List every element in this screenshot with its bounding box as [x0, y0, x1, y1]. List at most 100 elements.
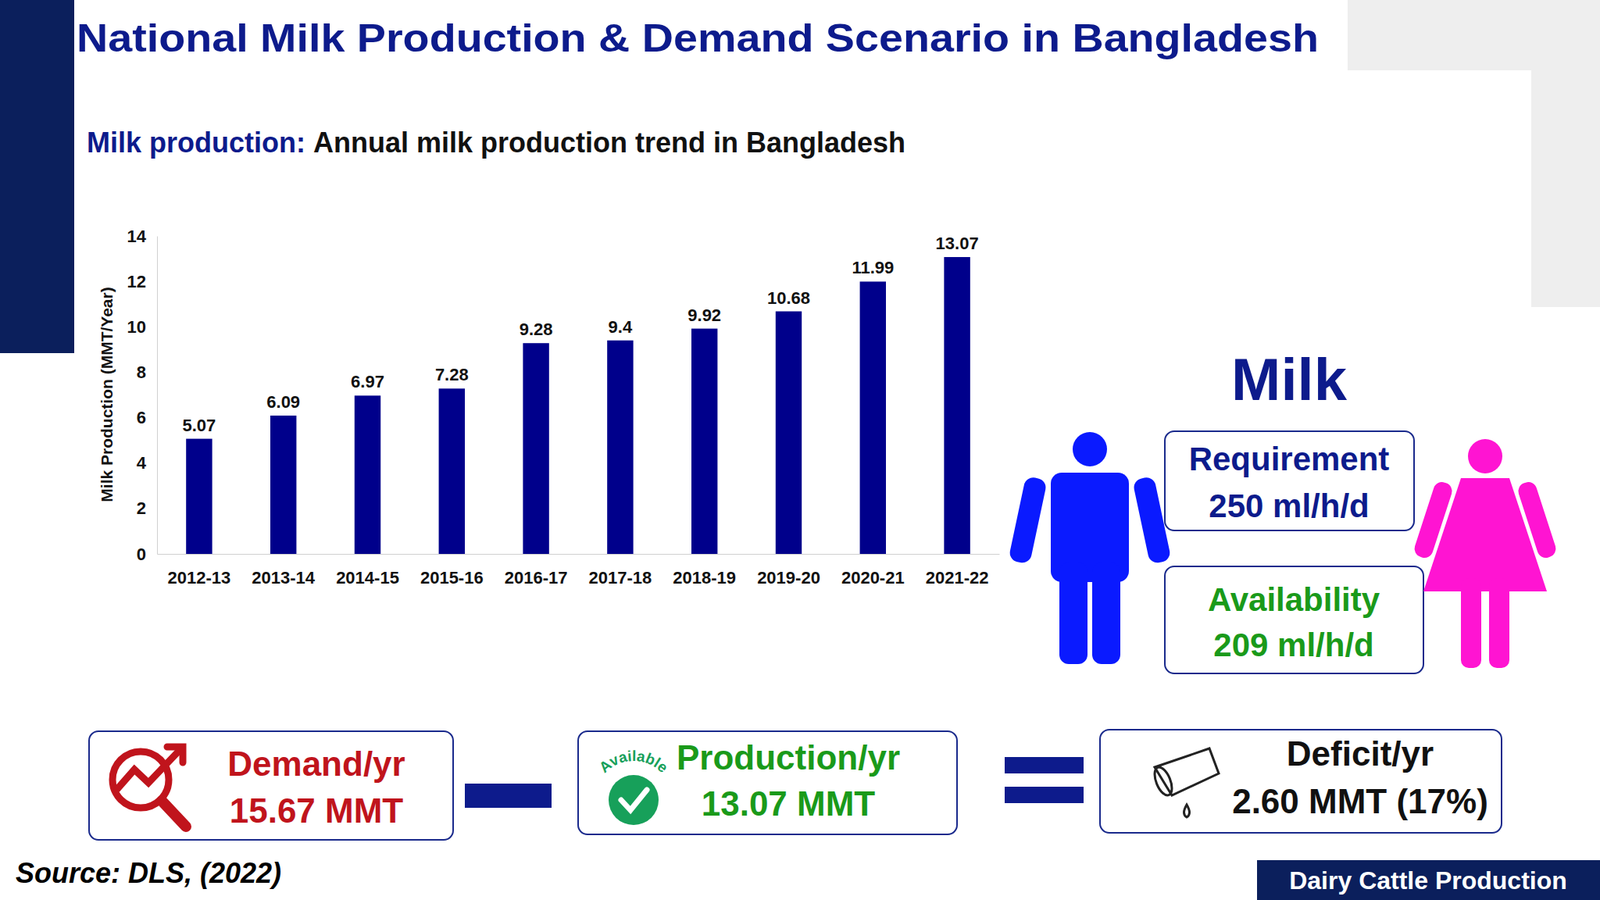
y-tick-label: 4 [136, 453, 147, 473]
y-tick: 2 [136, 498, 158, 518]
x-tick: 2016-17 [504, 567, 568, 588]
data-label: 10.68 [767, 288, 811, 308]
availability-label: Availability [1207, 581, 1381, 618]
deficit-icon [1151, 748, 1219, 818]
y-tick-label: 2 [136, 498, 147, 518]
slide: National Milk Production & Demand Scenar… [0, 0, 1600, 900]
data-labels: 5.07 6.09 6.97 7.28 9.28 9.4 9.92 10.68 11.99 13.… [182, 233, 979, 436]
x-axis: 2012-13 2013-14 2014-15 2015-16 2016-17 2017-… [157, 554, 1000, 588]
demand-icon [112, 746, 186, 827]
demand-value: 15.67 MMT [229, 791, 404, 830]
decor-panel [1347, 0, 1600, 71]
y-tick: 0 [136, 544, 158, 565]
requirement-value: 250 ml/h/d [1208, 487, 1369, 525]
x-axis-line [157, 553, 1000, 555]
production-value: 13.07 MMT [701, 784, 876, 823]
milk-heading: Milk [1231, 346, 1348, 413]
x-tick: 2013-14 [251, 567, 316, 588]
title: National Milk Production & Demand Scenar… [76, 16, 1319, 61]
requirement-label: Requirement [1189, 440, 1390, 478]
data-label: 5.07 [182, 415, 216, 436]
data-label: 6.09 [266, 392, 300, 412]
bars [185, 257, 971, 554]
bar [607, 340, 633, 554]
y-axis-line [157, 236, 158, 555]
bar [522, 342, 549, 554]
x-tick-label: 2013-14 [251, 567, 316, 588]
y-axis-title: Milk Production (MMT/Year) [97, 286, 116, 502]
x-tick: 2014-15 [335, 567, 400, 588]
x-tick-label: 2017-18 [589, 567, 653, 588]
bar [943, 257, 970, 554]
x-tick: 2012-13 [167, 567, 232, 588]
man-icon [1007, 432, 1172, 665]
y-tick-label: 12 [127, 271, 147, 292]
check-badge [608, 775, 659, 825]
bar [354, 395, 381, 554]
y-axis: 0 2 4 6 8 10 12 14 [127, 226, 158, 565]
y-tick-label: 0 [136, 544, 147, 565]
minus-sign [464, 783, 552, 808]
decor-bar [0, 0, 75, 354]
y-tick: 10 [127, 317, 158, 337]
data-label: 13.07 [935, 233, 979, 254]
footer-bar [1257, 860, 1600, 900]
y-tick: 4 [136, 453, 158, 473]
x-tick: 2021-22 [925, 567, 990, 588]
data-label: 9.4 [608, 317, 633, 337]
y-tick-label: 8 [136, 362, 147, 383]
chart-title: Annual milk production trend in Banglade… [313, 126, 906, 159]
x-tick-label: 2012-13 [167, 567, 232, 588]
availability-box [1164, 566, 1424, 674]
production-box [578, 731, 958, 835]
bar [185, 439, 212, 554]
footer: Dairy Cattle Production [1289, 866, 1568, 895]
x-tick-label: 2020-21 [841, 567, 905, 588]
bar [270, 415, 297, 554]
x-tick: 2020-21 [841, 567, 905, 588]
woman-icon [1412, 439, 1559, 668]
y-tick: 8 [136, 362, 158, 383]
x-tick-label: 2016-17 [504, 567, 568, 588]
bar [691, 328, 718, 554]
x-tick-label: 2021-22 [925, 567, 990, 588]
y-tick: 6 [136, 407, 158, 428]
equals-sign [1004, 786, 1084, 804]
background [0, 0, 1600, 900]
y-tick-label: 10 [127, 317, 147, 337]
badge-label: Available [596, 747, 672, 776]
bar [860, 281, 886, 554]
chart-title-label: Milk production: [86, 126, 306, 159]
demand-label: Demand/yr [227, 744, 405, 783]
decor-panel [1531, 68, 1600, 308]
availability-value: 209 ml/h/d [1213, 626, 1374, 664]
bar [439, 388, 465, 554]
production-label: Production/yr [676, 738, 900, 777]
source: Source: DLS, (2022) [15, 857, 282, 890]
y-tick-label: 14 [127, 226, 147, 247]
x-tick-label: 2019-20 [757, 567, 821, 588]
y-tick-label: 6 [136, 407, 147, 428]
deficit-box [1100, 729, 1502, 833]
data-label: 6.97 [350, 371, 385, 392]
deficit-value: 2.60 MMT (17%) [1232, 782, 1489, 821]
x-tick: 2019-20 [757, 567, 821, 588]
x-tick-label: 2014-15 [335, 567, 400, 588]
x-tick: 2017-18 [589, 567, 653, 588]
deficit-label: Deficit/yr [1286, 734, 1434, 773]
y-tick: 12 [127, 271, 158, 292]
x-tick-label: 2018-19 [672, 567, 736, 588]
check-mark [621, 789, 647, 811]
x-tick: 2018-19 [672, 567, 736, 588]
bar [775, 311, 802, 554]
requirement-box [1164, 431, 1415, 531]
demand-box [89, 731, 454, 840]
data-label: 9.92 [687, 305, 722, 325]
data-label: 11.99 [851, 257, 894, 278]
y-tick: 14 [127, 226, 158, 247]
data-label: 7.28 [435, 364, 469, 385]
x-tick: 2015-16 [420, 567, 484, 588]
equals-sign [1004, 757, 1084, 774]
x-tick-label: 2015-16 [420, 567, 484, 588]
data-label: 9.28 [519, 319, 554, 340]
